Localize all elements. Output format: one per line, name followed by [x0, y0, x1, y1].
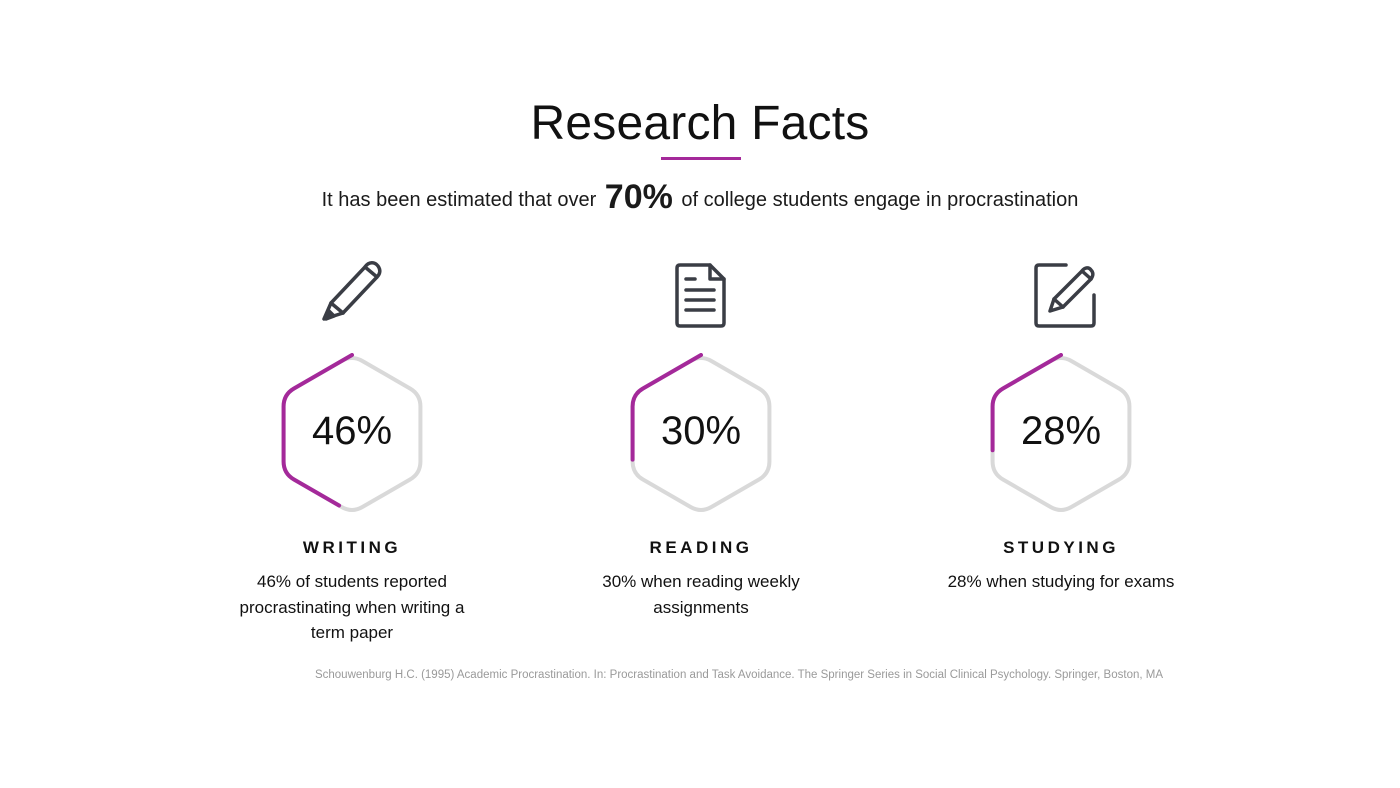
intro-text-before: It has been estimated that over [321, 189, 597, 211]
fact-label: STUDYING [1003, 538, 1119, 557]
ring-progress-arc [990, 353, 1132, 512]
fact-description: 28% when studying for exams [947, 572, 1175, 591]
edit-square-icon [1034, 263, 1096, 328]
percent-ring [281, 353, 423, 512]
fact-percent: 28% [1020, 409, 1102, 453]
citation: Schouwenburg H.C. (1995) Academic Procra… [314, 669, 1164, 681]
fact-description: 46% of students reported procrastinating… [239, 572, 465, 642]
fact-label: READING [649, 538, 753, 557]
percent-ring [990, 353, 1132, 512]
pencil-icon [322, 261, 382, 321]
title-underline [661, 157, 741, 160]
document-icon [675, 263, 726, 328]
fact-percent: 46% [311, 409, 393, 453]
page-title: Research Facts [530, 97, 870, 150]
fact-percent: 30% [660, 409, 742, 453]
intro-highlight-value: 70% [604, 178, 673, 216]
ring-progress-arc [630, 353, 772, 512]
ring-progress-arc [281, 353, 423, 512]
fact-label: WRITING [302, 538, 402, 557]
fact-description: 30% when reading weekly assignments [602, 572, 800, 617]
percent-ring [630, 353, 772, 512]
intro-text-after: of college students engage in procrastin… [681, 189, 1079, 211]
intro-statement: It has been estimated that over 70% of c… [0, 178, 1400, 217]
